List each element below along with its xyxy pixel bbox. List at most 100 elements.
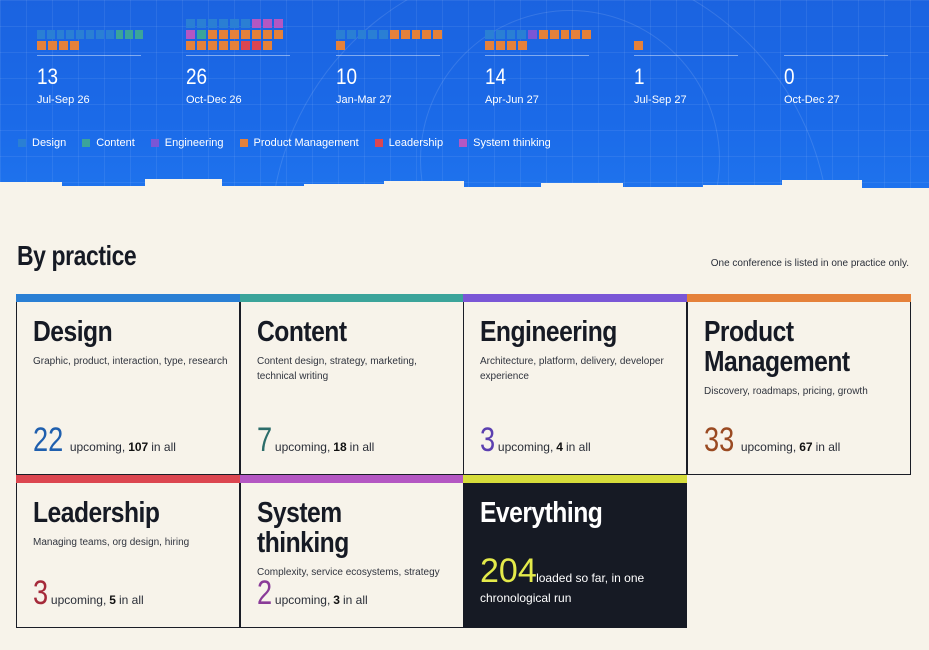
legend-label: Design [32, 137, 67, 149]
conference-square[interactable] [411, 30, 421, 39]
total-count: 4 [556, 440, 563, 454]
conference-square[interactable] [336, 41, 345, 50]
total-label: in all [349, 440, 375, 454]
conference-square[interactable] [230, 19, 239, 28]
conference-square[interactable] [389, 30, 399, 39]
quarter-label: Apr-Jun 27 [485, 94, 539, 106]
conference-square[interactable] [346, 30, 356, 39]
quarter-column: 13 Jul-Sep 26 [37, 14, 143, 106]
conference-square[interactable] [105, 30, 114, 39]
card-description: Graphic, product, interaction, type, res… [33, 356, 228, 367]
legend-label: Leadership [388, 137, 444, 149]
legend-swatch [459, 139, 468, 147]
practice-card-product-management[interactable]: Product Management Discovery, roadmaps, p… [687, 294, 911, 475]
upcoming-label: upcoming, [274, 593, 331, 607]
conference-square[interactable] [263, 19, 272, 28]
conference-square[interactable] [252, 19, 261, 28]
practice-card-content[interactable]: Content Content design, strategy, marketi… [240, 294, 464, 475]
quarter-label: Jan-Mar 27 [336, 94, 392, 106]
conference-square[interactable] [274, 19, 283, 28]
practice-card-design[interactable]: Design Graphic, product, interaction, typ… [16, 294, 240, 475]
card-stats: 2 upcoming, 3 in all [257, 576, 368, 610]
conference-square[interactable] [485, 30, 494, 39]
conference-square[interactable] [219, 41, 228, 50]
everything-text: loaded so far, in one chronological run [480, 571, 645, 605]
conference-square[interactable] [95, 30, 104, 39]
conference-square[interactable] [135, 30, 143, 39]
total-label: in all [565, 440, 591, 454]
upcoming-count: 22 [33, 421, 64, 459]
conference-square[interactable] [66, 30, 75, 39]
conference-square[interactable] [219, 19, 228, 28]
card-stats: 3 upcoming, 4 in all [480, 423, 591, 457]
legend-item: Product Management [239, 137, 359, 149]
card-title: Content [257, 316, 347, 348]
conference-square[interactable] [208, 41, 217, 50]
conference-square[interactable] [582, 30, 591, 39]
conference-square[interactable] [76, 30, 85, 39]
legend-label: System thinking [473, 137, 551, 149]
conference-square[interactable] [186, 19, 195, 28]
conference-square[interactable] [528, 30, 537, 39]
conference-square[interactable] [241, 41, 250, 50]
conference-square[interactable] [368, 30, 378, 39]
conference-square[interactable] [560, 30, 570, 39]
conference-square[interactable] [48, 41, 57, 50]
conference-square[interactable] [400, 30, 410, 39]
conference-square[interactable] [538, 30, 548, 39]
quarter-count: 13 [37, 64, 59, 89]
conference-square[interactable] [197, 30, 206, 39]
conference-square[interactable] [186, 41, 195, 50]
conference-square[interactable] [263, 41, 272, 50]
conference-square[interactable] [496, 41, 505, 50]
conference-square[interactable] [252, 41, 261, 50]
conference-square[interactable] [219, 30, 228, 39]
conference-square[interactable] [274, 30, 283, 39]
practice-card-leadership[interactable]: Leadership Managing teams, org design, hi… [16, 475, 240, 628]
conference-square[interactable] [336, 30, 345, 39]
conference-square[interactable] [197, 41, 206, 50]
conference-square[interactable] [571, 30, 581, 39]
quarter-conference-squares [485, 14, 591, 50]
conference-square[interactable] [186, 30, 195, 39]
conference-square[interactable] [59, 41, 68, 50]
card-title: Leadership [33, 497, 160, 529]
conference-square[interactable] [634, 41, 643, 50]
conference-square[interactable] [37, 30, 45, 39]
conference-square[interactable] [115, 30, 124, 39]
conference-square[interactable] [46, 30, 55, 39]
conference-square[interactable] [208, 19, 217, 28]
conference-square[interactable] [208, 30, 217, 39]
legend-label: Content [96, 137, 135, 149]
total-count: 5 [109, 593, 116, 607]
practice-card-engineering[interactable]: Engineering Architecture, platform, deliv… [463, 294, 687, 475]
conference-square[interactable] [549, 30, 559, 39]
conference-square[interactable] [485, 41, 494, 50]
quarter-rule [485, 55, 589, 56]
conference-square[interactable] [517, 30, 527, 39]
conference-square[interactable] [252, 30, 261, 39]
conference-square[interactable] [495, 30, 505, 39]
conference-square[interactable] [197, 19, 206, 28]
conference-square[interactable] [357, 30, 367, 39]
conference-square[interactable] [379, 30, 388, 39]
square-row [485, 30, 591, 39]
conference-square[interactable] [241, 30, 250, 39]
conference-square[interactable] [433, 30, 442, 39]
conference-square[interactable] [518, 41, 527, 50]
conference-square[interactable] [422, 30, 432, 39]
conference-square[interactable] [263, 30, 272, 39]
conference-square[interactable] [70, 41, 79, 50]
conference-square[interactable] [506, 30, 516, 39]
conference-square[interactable] [507, 41, 516, 50]
conference-square[interactable] [56, 30, 65, 39]
conference-square[interactable] [125, 30, 134, 39]
legend-swatch [239, 139, 248, 147]
practice-card-system-thinking[interactable]: System thinking Complexity, service ecosy… [240, 475, 464, 628]
conference-square[interactable] [230, 30, 239, 39]
conference-square[interactable] [230, 41, 239, 50]
conference-square[interactable] [241, 19, 250, 28]
conference-square[interactable] [86, 30, 94, 39]
practice-card-everything[interactable]: Everything 204 loaded so far, in one chr… [463, 475, 687, 628]
conference-square[interactable] [37, 41, 46, 50]
